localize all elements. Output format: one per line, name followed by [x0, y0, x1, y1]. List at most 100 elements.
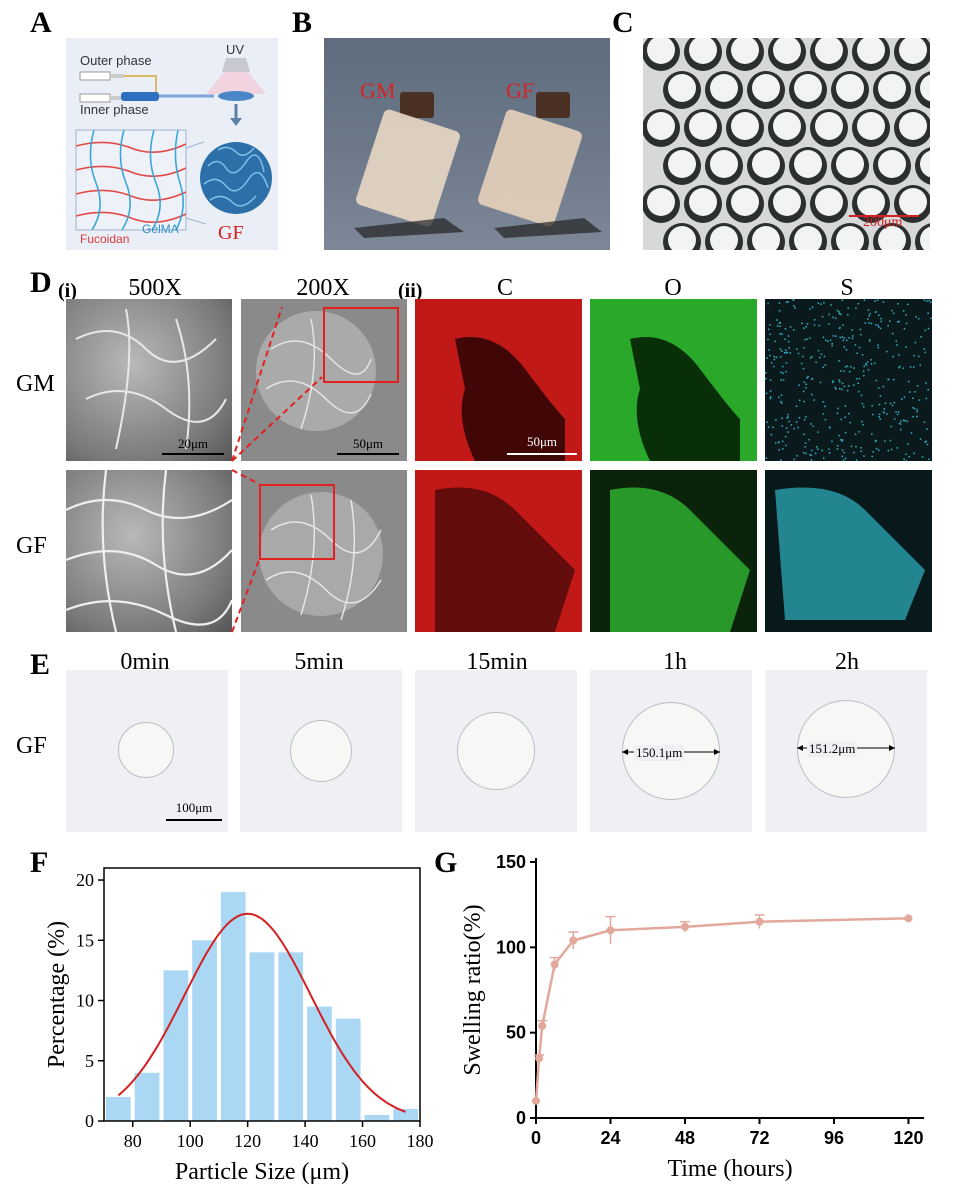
x-tick-label: 160	[349, 1131, 376, 1151]
panel-label-e: E	[30, 648, 51, 681]
panel-label-f: F	[30, 846, 49, 879]
microfluidic-schematic-graphic	[75, 58, 272, 231]
x-tick-label: 120	[234, 1131, 261, 1151]
y-tick-label: 150	[496, 852, 526, 872]
sulfur-dots-graphic	[765, 299, 932, 461]
sem-gf-500x	[66, 470, 232, 632]
swelling-0min: 100μm	[66, 670, 228, 832]
data-point	[606, 926, 615, 935]
histogram-bar	[134, 1072, 160, 1121]
y-tick-label: 20	[76, 870, 94, 890]
sem-gm-200x: 50μm	[241, 299, 407, 461]
row-label-gf: GF	[16, 533, 47, 559]
scale-bar-100um	[166, 819, 222, 821]
eds-gm-carbon: 50μm	[415, 299, 582, 461]
x-tick-label: 72	[749, 1128, 769, 1148]
scale-label-50um: 50μm	[352, 436, 384, 451]
data-point	[535, 1054, 544, 1063]
swelling-5min	[240, 670, 402, 832]
panel-b-vials-photo: GM GF	[324, 38, 610, 250]
microsphere-0min	[118, 722, 174, 778]
header-sulfur: S	[840, 275, 854, 301]
swelling-15min	[415, 670, 577, 832]
panel-label-a: A	[30, 6, 52, 39]
scale-label-eds-50um: 50μm	[526, 434, 558, 449]
x-tick-label: 80	[124, 1131, 142, 1151]
histogram-bar	[192, 940, 217, 1121]
data-point	[569, 936, 578, 945]
x-tick-label: 48	[675, 1128, 695, 1148]
eds-gm-oxygen	[590, 299, 757, 461]
x-tick-label: 96	[824, 1128, 844, 1148]
data-point	[550, 960, 559, 969]
y-tick-label: 10	[76, 991, 94, 1011]
x-tick-label: 180	[407, 1131, 434, 1151]
chart-f-histogram: 80 100 120 140 160 180 0 5 10 15 20 Particle Size (…	[44, 867, 434, 1185]
scale-bar-50um	[337, 453, 399, 455]
gf-vial-label: GF	[506, 78, 535, 103]
sem-gf-200x	[241, 470, 407, 632]
gaussian-fit-curve	[117, 912, 406, 1113]
y-tick-label: 0	[516, 1108, 526, 1128]
inner-phase-label: Inner phase	[80, 102, 149, 117]
microsphere-5min	[290, 720, 352, 782]
x-tick-label: 120	[893, 1128, 923, 1148]
eds-gf-oxygen	[590, 470, 757, 632]
sem-gm-500x: 20μm	[66, 299, 232, 461]
x-axis-label-f: Particle Size (μm)	[175, 1159, 349, 1185]
y-axis-label-f: Percentage (%)	[44, 921, 70, 1068]
y-tick-label: 15	[76, 930, 94, 950]
scale-label-20um: 20μm	[177, 436, 209, 451]
chart-g-swelling: 0 24 48 72 96 120 0 50 100 150 Time (hours) Swellin…	[460, 852, 924, 1182]
panel-label-g: G	[434, 846, 458, 879]
header-carbon: C	[496, 275, 513, 301]
y-tick-label: 0	[85, 1111, 94, 1131]
microsphere-15min	[457, 712, 535, 790]
scale-bar-20um	[162, 453, 224, 455]
gf-schematic-label: GF	[218, 222, 244, 244]
panel-label-b: B	[292, 6, 313, 39]
fucoidan-label: Fucoidan	[80, 232, 130, 246]
header-500x: 500X	[128, 275, 182, 301]
scale-label-100um: 100μm	[175, 800, 213, 815]
uv-label: UV	[226, 42, 245, 57]
panel-label-c: C	[612, 6, 634, 39]
row-label-gm: GM	[16, 371, 55, 397]
y-tick-label: 100	[496, 937, 526, 957]
eds-gm-sulfur	[765, 299, 932, 461]
vials-graphic	[354, 92, 602, 238]
histogram-bar	[249, 952, 275, 1121]
x-axis-label-g: Time (hours)	[667, 1156, 792, 1182]
measure-label-1h: 150.1μm	[634, 745, 685, 761]
x-tick-label: 100	[177, 1131, 204, 1151]
gm-vial-label: GM	[360, 78, 396, 103]
swelling-2h: 151.2μm	[765, 670, 927, 832]
data-point	[680, 922, 689, 931]
histogram-bar	[106, 1096, 131, 1121]
outer-phase-label: Outer phase	[80, 53, 152, 68]
sub-label-i: (i)	[58, 280, 77, 302]
eds-gf-carbon	[415, 470, 582, 632]
eds-gf-sulfur	[765, 470, 932, 632]
sub-label-ii: (ii)	[398, 280, 423, 302]
histogram-bar	[278, 952, 304, 1121]
zoom-box-gf	[259, 484, 335, 560]
histogram-bar	[307, 1006, 332, 1121]
y-tick-label: 50	[506, 1023, 526, 1043]
histogram-bar	[335, 1018, 361, 1121]
header-oxygen: O	[664, 275, 682, 301]
row-label-e-gf: GF	[16, 733, 47, 759]
data-point	[538, 1021, 547, 1030]
panel-c-microspheres-micrograph: 200μm	[643, 38, 930, 250]
x-tick-label: 140	[292, 1131, 319, 1151]
panel-label-d: D	[30, 266, 52, 299]
panel-a-schematic: Outer phase Inner phase UV Fucoidan GelM…	[66, 38, 278, 250]
measure-label-2h: 151.2μm	[807, 741, 858, 757]
x-tick-label: 24	[600, 1128, 620, 1148]
scale-bar-eds-50um	[507, 453, 577, 455]
y-axis-label-g: Swelling ratio(%)	[460, 904, 486, 1075]
microspheres-graphic	[643, 38, 930, 250]
scale-bar-c	[849, 215, 919, 217]
swelling-line	[534, 917, 909, 1102]
zoom-connector-lines	[231, 306, 323, 633]
